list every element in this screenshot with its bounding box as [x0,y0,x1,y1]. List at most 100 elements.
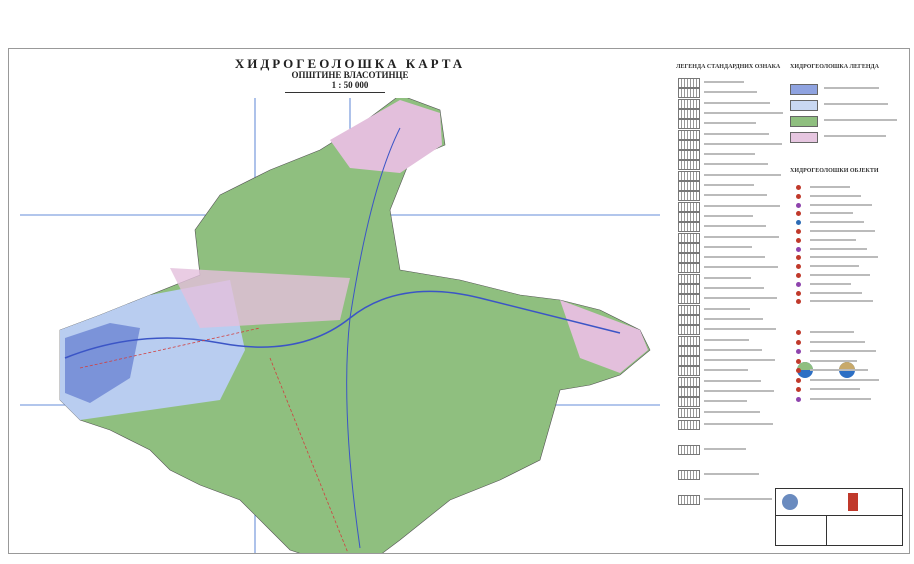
legend-row [678,242,768,253]
legend-label [704,423,773,425]
legend-row [678,445,768,455]
legend-label [704,204,780,207]
object-legend-row [792,202,892,211]
legend-label [810,247,867,250]
object-legend-row [792,329,892,338]
standard-legend-heading: ЛЕГЕНДА СТАНДАРДНИХ ОЗНАКА [676,64,781,70]
legend-label [810,340,865,343]
legend-symbol [678,263,700,274]
legend-label [704,448,746,450]
legend-label [704,410,760,413]
legend-row [678,470,768,480]
object-legend-row [792,377,892,386]
legend-symbol [678,253,700,264]
object-legend-row [792,184,892,193]
object-legend-row [792,298,892,307]
object-marker-icon [796,299,801,305]
legend-label [704,225,766,228]
legend-label [704,91,757,94]
legend-label [704,400,747,403]
legend-row [678,263,778,274]
legend-symbol [678,284,700,294]
legend-label [824,103,888,105]
object-marker-icon [796,387,801,392]
legend-label [810,256,878,259]
hydro-legend-row [790,84,900,95]
title-block [775,488,903,546]
object-legend-row [792,193,892,202]
legend-row [678,294,777,305]
legend-row [678,78,768,88]
object-marker-icon [796,330,801,335]
legend-symbol [678,345,700,356]
karst-zone [65,323,140,403]
legend-label [704,256,765,259]
legend-label [810,388,860,390]
hydro-legend-row [790,100,900,111]
legend-swatch [790,132,818,143]
legend-label [810,203,872,206]
legend-symbol [678,232,700,243]
legend-label [704,317,763,320]
legend-row [678,98,770,109]
legend-row [678,397,768,408]
hydro-legend-row [790,116,900,127]
legend-symbol [678,495,700,505]
object-legend-row [792,290,892,299]
legend-swatch [790,84,818,95]
legend-symbol [678,119,700,130]
legend-row [678,407,768,418]
legend-label [810,274,870,276]
legend-label [704,266,778,269]
legend-label [824,135,886,137]
legend-row [678,387,774,397]
legend-symbol [678,356,700,367]
object-legend-row [792,254,892,263]
pie-slice [797,362,813,370]
object-legend-row [792,228,892,237]
legend-row [678,119,768,130]
object-marker-icon [796,220,801,226]
legend-label [810,265,859,268]
object-legend-row [792,358,892,367]
legend-label [704,390,774,392]
legend-label [704,276,751,279]
serbia-coat-of-arms [848,493,858,511]
legend-row [678,253,768,264]
legend-label [704,122,756,125]
legend-symbol [678,98,700,109]
legend-symbol [678,191,700,202]
legend-label [704,307,750,310]
legend-label [704,184,754,186]
legend-label [810,359,857,362]
legend-row [678,191,768,202]
legend-label [704,142,782,145]
legend-label [704,297,777,300]
legend-label [704,348,762,351]
legend-label [704,173,781,176]
legend-row [678,335,768,346]
object-marker-icon [796,264,801,270]
object-legend-row [792,367,892,376]
legend-row [678,284,768,294]
object-marker-icon [796,290,801,296]
object-marker-icon [796,246,801,252]
legend-label [704,359,775,362]
legend-label [810,397,871,400]
legend-label [704,369,748,372]
legend-label [704,235,779,238]
legend-row [678,273,768,284]
legend-symbol [678,170,700,181]
municipality-emblem [782,494,798,510]
legend-label [704,338,749,341]
legend-label [704,328,776,331]
road [79,327,349,553]
object-marker-icon [796,349,801,354]
hydro-legend-heading: ХИДРОГЕОЛОШКА ЛЕГЕНДА [790,64,879,70]
legend-label [810,291,862,294]
legend-row [678,314,768,325]
legend-symbol [678,304,700,315]
pink-band [170,268,350,328]
legend-row [678,376,768,387]
legend-symbol [678,420,700,430]
